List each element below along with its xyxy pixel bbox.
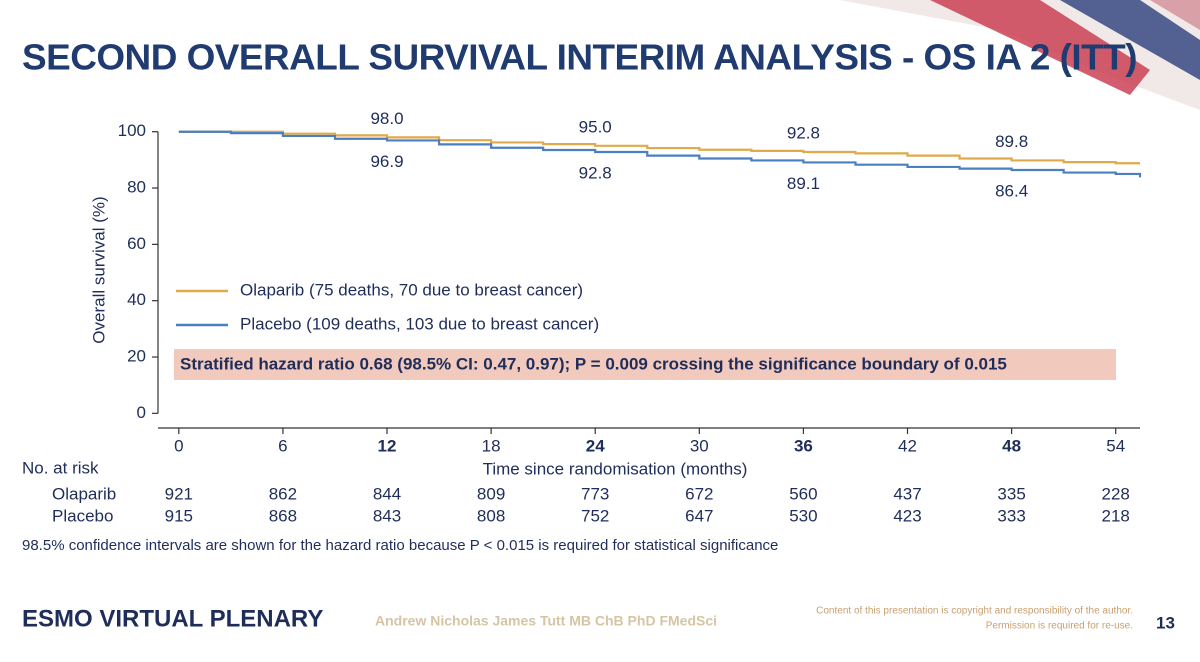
value-label: 92.8 [579, 163, 612, 182]
x-tick-label: 18 [482, 436, 501, 455]
y-tick-label: 20 [127, 347, 146, 366]
risk-row-name: Olaparib [52, 484, 116, 503]
value-label: 92.8 [787, 123, 820, 142]
risk-count: 335 [997, 484, 1025, 503]
x-tick-label: 36 [794, 436, 813, 455]
value-label: 98.0 [370, 109, 403, 128]
risk-count: 423 [893, 506, 921, 525]
footnote: 98.5% confidence intervals are shown for… [22, 537, 778, 554]
risk-count: 647 [685, 506, 713, 525]
x-tick-label: 54 [1106, 436, 1125, 455]
risk-count: 530 [789, 506, 817, 525]
risk-count: 843 [373, 506, 401, 525]
risk-row-name: Placebo [52, 506, 113, 525]
risk-count: 868 [269, 506, 297, 525]
legend-label: Placebo (109 deaths, 103 due to breast c… [240, 314, 599, 333]
x-axis-label: Time since randomisation (months) [483, 459, 748, 478]
page-number: 13 [1156, 613, 1175, 632]
x-tick-label: 42 [898, 436, 917, 455]
value-label: 86.4 [995, 182, 1028, 201]
footer-author: Andrew Nicholas James Tutt MB ChB PhD FM… [375, 613, 717, 629]
risk-count: 808 [477, 506, 505, 525]
risk-count: 921 [165, 484, 193, 503]
y-tick-label: 0 [137, 403, 146, 422]
risk-count: 809 [477, 484, 505, 503]
legend-label: Olaparib (75 deaths, 70 due to breast ca… [240, 280, 583, 299]
risk-count: 773 [581, 484, 609, 503]
risk-count: 915 [165, 506, 193, 525]
survival-curve [178, 130, 1142, 178]
x-tick-label: 6 [278, 436, 287, 455]
y-tick-label: 40 [127, 290, 146, 309]
x-tick-label: 12 [378, 436, 397, 455]
copyright-line: Content of this presentation is copyrigh… [816, 606, 1133, 617]
footer-brand: ESMO VIRTUAL PLENARY [22, 605, 323, 632]
risk-count: 844 [373, 484, 401, 503]
annotation: Stratified hazard ratio 0.68 (98.5% CI: … [180, 354, 1007, 373]
risk-count: 560 [789, 484, 817, 503]
value-label: 89.1 [787, 174, 820, 193]
annotation-box [174, 349, 1116, 380]
title: SECOND OVERALL SURVIVAL INTERIM ANALYSIS… [22, 37, 1137, 78]
risk-count: 862 [269, 484, 297, 503]
x-tick-label: 0 [174, 436, 183, 455]
value-label: 96.9 [370, 152, 403, 171]
x-tick-label: 48 [1002, 436, 1021, 455]
y-tick-label: 60 [127, 234, 146, 253]
y-tick-label: 100 [118, 121, 146, 140]
risk-count: 752 [581, 506, 609, 525]
risk-count: 333 [997, 506, 1025, 525]
risk-count: 218 [1102, 506, 1130, 525]
y-axis-label: Overall survival (%) [89, 196, 108, 343]
value-label: 95.0 [579, 117, 612, 136]
risk-count: 437 [893, 484, 921, 503]
copyright-line: Permission is required for re-use. [986, 621, 1133, 632]
survival-curve [178, 130, 1140, 165]
x-tick-label: 24 [586, 436, 605, 455]
risk-table-title: No. at risk [22, 458, 99, 477]
risk-count: 228 [1102, 484, 1130, 503]
x-tick-label: 30 [690, 436, 709, 455]
decoration [840, 0, 1200, 110]
value-label: 89.8 [995, 132, 1028, 151]
y-tick-label: 80 [127, 178, 146, 197]
risk-count: 672 [685, 484, 713, 503]
